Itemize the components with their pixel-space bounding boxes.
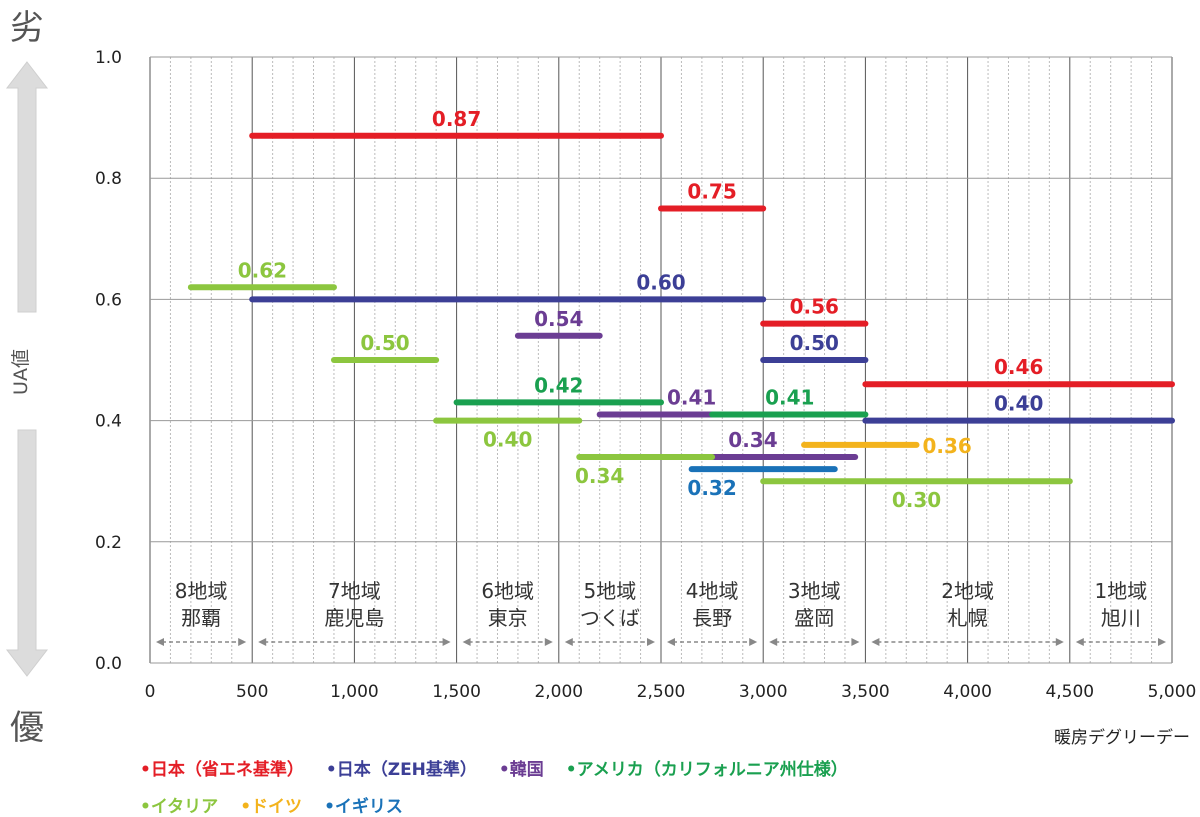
region-arrow-right-icon: [1055, 638, 1064, 646]
data-label: 0.62: [238, 258, 287, 282]
region-arrow-left-icon: [871, 638, 880, 646]
region-arrow-left-icon: [769, 638, 778, 646]
legend-entry: •イギリス: [324, 797, 403, 817]
region-arrow-right-icon: [544, 638, 553, 646]
data-label: 0.36: [922, 434, 971, 458]
region-arrow-left-icon: [156, 638, 164, 646]
data-label: 0.87: [432, 107, 481, 131]
data-label: 0.42: [534, 373, 583, 397]
legend-row-2: •イタリア •ドイツ •イギリス: [140, 792, 425, 817]
data-label: 0.34: [728, 428, 777, 452]
data-label: 0.32: [687, 476, 736, 500]
region-name: 6地域: [481, 579, 534, 603]
y-axis-label: UA値: [10, 349, 32, 395]
data-label: 0.40: [483, 428, 532, 452]
region-arrow-right-icon: [851, 638, 860, 646]
x-tick-label: 0: [145, 682, 156, 702]
region-arrow-left-icon: [667, 638, 675, 646]
region-arrow-left-icon: [564, 638, 573, 646]
region-name: 7地域: [328, 579, 381, 603]
region-city: 那覇: [181, 606, 221, 630]
legend-entry: •アメリカ（カリフォルニア州仕様）: [565, 760, 848, 780]
x-tick-label: 5,000: [1148, 682, 1197, 702]
region-city: 札幌: [948, 606, 988, 630]
region-name: 3地域: [788, 579, 841, 603]
data-label: 0.46: [994, 355, 1043, 379]
y-tick-label: 0.0: [95, 654, 122, 674]
region-city: 盛岡: [794, 606, 834, 630]
x-axis-label: 暖房デグリーデー: [1054, 727, 1190, 748]
data-label: 0.54: [534, 307, 583, 331]
region-city: 旭川: [1101, 606, 1141, 630]
region-city: 鹿児島: [324, 606, 384, 630]
legend-entry: •イタリア: [140, 797, 219, 817]
y-tick-label: 0.2: [95, 533, 122, 553]
data-label: 0.75: [687, 180, 736, 204]
legend-entry: •日本（省エネ基準）: [140, 760, 304, 780]
x-tick-label: 1,500: [432, 682, 481, 702]
region-name: 4地域: [686, 579, 739, 603]
region-arrow-right-icon: [647, 638, 655, 646]
legend-entry: •ドイツ: [240, 797, 303, 817]
data-label: 0.40: [994, 392, 1043, 416]
region-name: 8地域: [175, 579, 228, 603]
y-tick-label: 1.0: [95, 48, 122, 68]
region-name: 2地域: [941, 579, 994, 603]
superior-label: 優: [10, 708, 44, 748]
legend-row-1: •日本（省エネ基準） •日本（ZEH基準） •韓国 •アメリカ（カリフォルニア州仕様）: [140, 755, 870, 780]
x-tick-label: 4,000: [943, 682, 992, 702]
up-arrow-icon: [5, 61, 49, 313]
region-city: 長野: [692, 606, 732, 630]
y-tick-label: 0.4: [95, 412, 122, 432]
x-tick-label: 3,500: [841, 682, 890, 702]
inferior-label: 劣: [10, 8, 44, 48]
data-label: 0.50: [360, 331, 409, 355]
region-arrow-right-icon: [442, 638, 451, 646]
region-city: つくば: [580, 606, 640, 630]
x-tick-label: 1,000: [330, 682, 379, 702]
region-arrow-left-icon: [462, 638, 471, 646]
data-label: 0.50: [790, 331, 839, 355]
data-label: 0.41: [765, 386, 814, 410]
x-tick-label: 4,500: [1045, 682, 1094, 702]
region-name: 1地域: [1095, 579, 1148, 603]
y-tick-label: 0.8: [95, 169, 122, 189]
data-label: 0.41: [667, 386, 716, 410]
x-tick-label: 2,500: [637, 682, 686, 702]
data-label: 0.30: [892, 488, 941, 512]
x-tick-label: 3,000: [739, 682, 788, 702]
data-label: 0.60: [636, 270, 685, 294]
region-arrow-right-icon: [749, 638, 758, 646]
data-label: 0.56: [790, 295, 839, 319]
legend-entry: •日本（ZEH基準）: [325, 760, 477, 780]
legend-entry: •韓国: [498, 760, 544, 780]
region-city: 東京: [488, 606, 528, 630]
data-label: 0.34: [575, 464, 624, 488]
down-arrow-icon: [5, 429, 49, 677]
y-tick-label: 0.6: [95, 290, 122, 310]
region-arrow-left-icon: [1075, 638, 1084, 646]
region-arrow-right-icon: [238, 638, 247, 646]
region-name: 5地域: [584, 579, 637, 603]
x-tick-label: 2,000: [534, 682, 583, 702]
x-tick-label: 500: [236, 682, 268, 702]
region-arrow-left-icon: [258, 638, 267, 646]
region-arrow-right-icon: [1158, 638, 1166, 646]
